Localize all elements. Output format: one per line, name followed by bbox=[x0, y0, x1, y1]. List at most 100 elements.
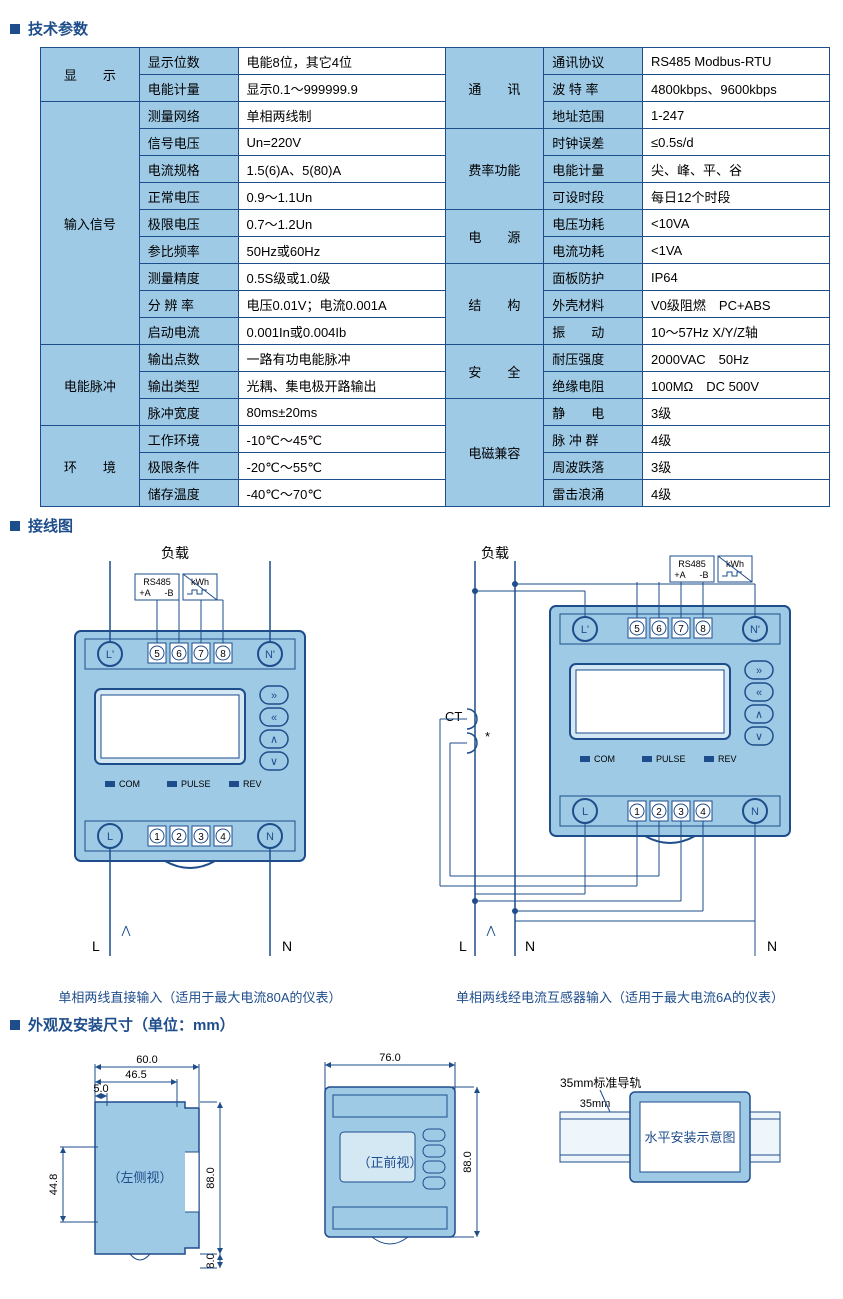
param-key: 启动电流 bbox=[139, 318, 238, 345]
svg-text:5: 5 bbox=[634, 624, 640, 635]
param-group: 输入信号 bbox=[41, 102, 140, 345]
param-key: 工作环境 bbox=[139, 426, 238, 453]
svg-text:RS485: RS485 bbox=[143, 577, 171, 587]
wiring-right: 负载LNL'N'5678»«∧∨COMPULSEREVLN1234RS485+A… bbox=[420, 546, 820, 1006]
param-value: <1VA bbox=[643, 237, 830, 264]
param-key: 时钟误差 bbox=[544, 129, 643, 156]
section-title-dims: 外观及安装尺寸（单位：mm） bbox=[10, 1014, 833, 1035]
dim-left-svg: （左侧视）60.046.55.044.888.08.0 bbox=[40, 1047, 240, 1277]
param-group: 显 示 bbox=[41, 48, 140, 102]
param-value: 1.5(6)A、5(80)A bbox=[238, 156, 445, 183]
param-value: 0.5S级或1.0级 bbox=[238, 264, 445, 291]
svg-text:水平安装示意图: 水平安装示意图 bbox=[644, 1130, 735, 1145]
svg-text:L: L bbox=[107, 831, 113, 843]
param-value: 3级 bbox=[643, 453, 830, 480]
section-title-wiring-text: 接线图 bbox=[28, 515, 73, 536]
param-value: 50Hz或60Hz bbox=[238, 237, 445, 264]
svg-text:6: 6 bbox=[176, 649, 182, 660]
param-group: 电磁兼容 bbox=[445, 399, 544, 507]
param-key: 电能计量 bbox=[139, 75, 238, 102]
wiring-left-caption: 单相两线直接输入（适用于最大电流80A的仪表） bbox=[40, 987, 360, 1006]
svg-text:+A: +A bbox=[139, 588, 150, 598]
svg-text:L': L' bbox=[106, 649, 114, 661]
svg-text:PULSE: PULSE bbox=[656, 754, 686, 764]
svg-text:6: 6 bbox=[656, 624, 662, 635]
wiring-right-caption: 单相两线经电流互感器输入（适用于最大电流6A的仪表） bbox=[420, 987, 820, 1006]
svg-text:∨: ∨ bbox=[270, 756, 278, 768]
section-title-params: 技术参数 bbox=[10, 18, 833, 39]
param-key: 静 电 bbox=[544, 399, 643, 426]
svg-text:3: 3 bbox=[198, 832, 204, 843]
svg-text:8: 8 bbox=[220, 649, 226, 660]
param-key: 极限条件 bbox=[139, 453, 238, 480]
svg-text:1: 1 bbox=[154, 832, 160, 843]
svg-text:-B: -B bbox=[700, 570, 709, 580]
svg-text:60.0: 60.0 bbox=[136, 1054, 157, 1066]
param-value: 4级 bbox=[643, 480, 830, 507]
svg-text:-B: -B bbox=[165, 588, 174, 598]
wiring-right-svg: 负载LNL'N'5678»«∧∨COMPULSEREVLN1234RS485+A… bbox=[420, 546, 820, 976]
param-value: 电压0.01V；电流0.001A bbox=[238, 291, 445, 318]
param-value: 光耦、集电极开路输出 bbox=[238, 372, 445, 399]
param-group: 安 全 bbox=[445, 345, 544, 399]
param-key: 测量网络 bbox=[139, 102, 238, 129]
param-value: 100MΩ DC 500V bbox=[643, 372, 830, 399]
svg-text:（左侧视）: （左侧视） bbox=[107, 1170, 172, 1185]
param-value: 3级 bbox=[643, 399, 830, 426]
svg-text:∧: ∧ bbox=[755, 709, 763, 721]
param-key: 通讯协议 bbox=[544, 48, 643, 75]
param-group: 结 构 bbox=[445, 264, 544, 345]
param-key: 脉 冲 群 bbox=[544, 426, 643, 453]
svg-text:L: L bbox=[92, 938, 100, 954]
svg-text:N: N bbox=[525, 938, 535, 954]
svg-text:N': N' bbox=[750, 624, 760, 636]
param-value: 0.9～1.1Un bbox=[238, 183, 445, 210]
svg-text:L: L bbox=[582, 806, 588, 818]
svg-text:76.0: 76.0 bbox=[379, 1052, 400, 1064]
param-key: 参比频率 bbox=[139, 237, 238, 264]
param-key: 信号电压 bbox=[139, 129, 238, 156]
param-key: 储存温度 bbox=[139, 480, 238, 507]
param-value: 80ms±20ms bbox=[238, 399, 445, 426]
param-group: 环 境 bbox=[41, 426, 140, 507]
svg-text:1: 1 bbox=[634, 807, 640, 818]
svg-text:PULSE: PULSE bbox=[181, 779, 211, 789]
section-title-wiring: 接线图 bbox=[10, 515, 833, 536]
param-value: -20℃～55℃ bbox=[238, 453, 445, 480]
svg-text:REV: REV bbox=[243, 779, 262, 789]
section-title-dims-text: 外观及安装尺寸（单位：mm） bbox=[28, 1014, 235, 1035]
wiring-left-svg: 负载L'N'5678»«∧∨COMPULSEREVLN1234RS485+A-B… bbox=[40, 546, 360, 976]
svg-text:RS485: RS485 bbox=[678, 559, 706, 569]
param-value: -10℃～45℃ bbox=[238, 426, 445, 453]
params-table: 显 示显示位数电能8位，其它4位通 讯通讯协议RS485 Modbus-RTU电… bbox=[40, 47, 830, 507]
param-value: Un=220V bbox=[238, 129, 445, 156]
param-group: 电能脉冲 bbox=[41, 345, 140, 426]
svg-text:N: N bbox=[266, 831, 274, 843]
param-key: 周波跌落 bbox=[544, 453, 643, 480]
svg-text:35mm: 35mm bbox=[580, 1098, 611, 1110]
svg-text:35mm标准导轨: 35mm标准导轨 bbox=[560, 1076, 641, 1090]
param-value: V0级阻燃 PC+ABS bbox=[643, 291, 830, 318]
svg-text:»: » bbox=[271, 690, 277, 702]
svg-text:负载: 负载 bbox=[481, 546, 509, 561]
param-value: <10VA bbox=[643, 210, 830, 237]
param-key: 电流功耗 bbox=[544, 237, 643, 264]
dimensions-row: （左侧视）60.046.55.044.888.08.0 （正前视）76.088.… bbox=[40, 1047, 833, 1277]
param-key: 极限电压 bbox=[139, 210, 238, 237]
svg-text:L: L bbox=[459, 938, 467, 954]
svg-text:8: 8 bbox=[700, 624, 706, 635]
section-title-params-text: 技术参数 bbox=[28, 18, 88, 39]
param-key: 地址范围 bbox=[544, 102, 643, 129]
svg-text:8.0: 8.0 bbox=[205, 1253, 217, 1268]
param-group: 电 源 bbox=[445, 210, 544, 264]
svg-text:7: 7 bbox=[678, 624, 684, 635]
svg-text:+A: +A bbox=[674, 570, 685, 580]
param-key: 绝缘电阻 bbox=[544, 372, 643, 399]
wiring-left: 负载L'N'5678»«∧∨COMPULSEREVLN1234RS485+A-B… bbox=[40, 546, 360, 1006]
svg-text:REV: REV bbox=[718, 754, 737, 764]
svg-text:N': N' bbox=[265, 649, 275, 661]
param-value: 2000VAC 50Hz bbox=[643, 345, 830, 372]
param-value: 4级 bbox=[643, 426, 830, 453]
param-value: 显示0.1～999999.9 bbox=[238, 75, 445, 102]
param-value: -40℃～70℃ bbox=[238, 480, 445, 507]
